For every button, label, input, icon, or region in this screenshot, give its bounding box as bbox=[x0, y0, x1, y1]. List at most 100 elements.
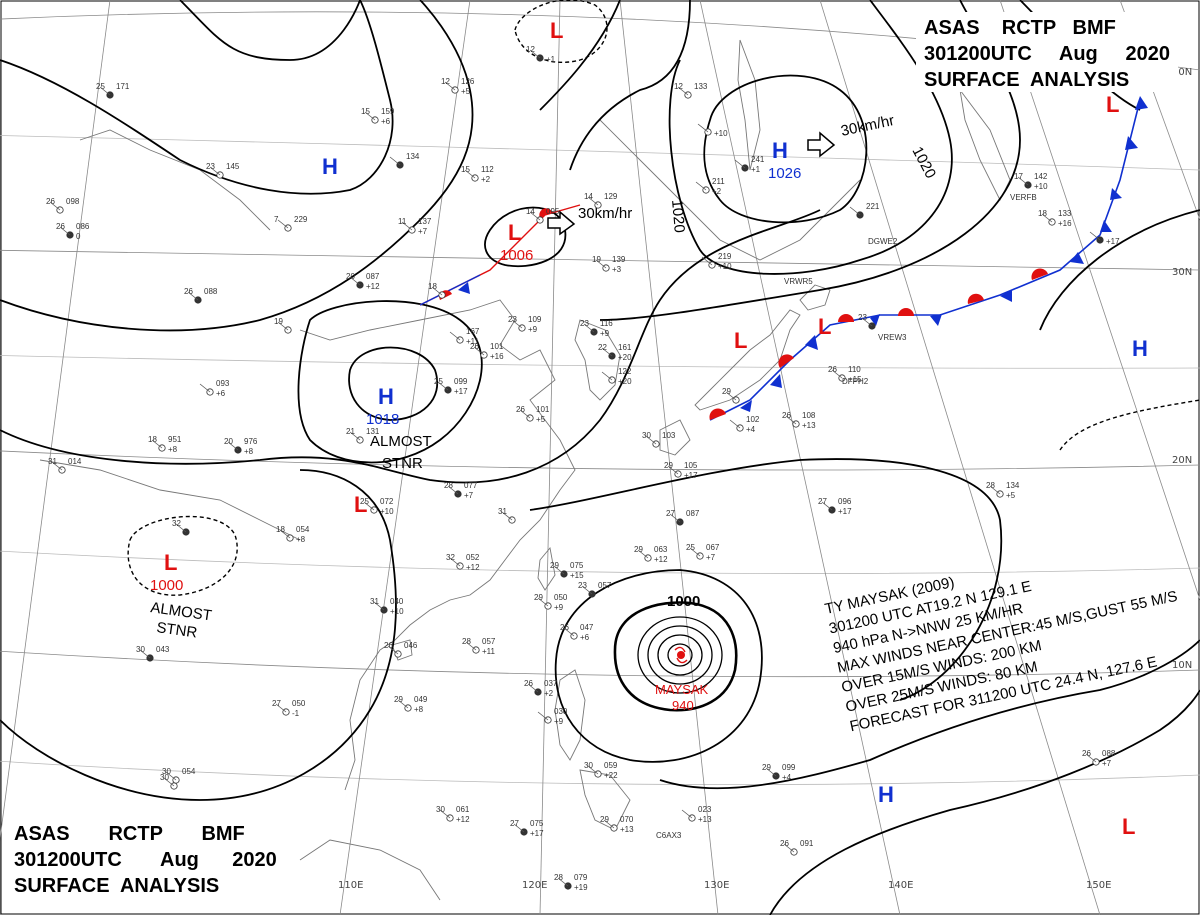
station-pressure: 061 bbox=[456, 805, 470, 814]
station-plot: 27 087 bbox=[666, 509, 700, 526]
lat-label-40n: 40N bbox=[1172, 67, 1192, 78]
station-temp: 29 bbox=[550, 561, 559, 570]
station-temp: 29 bbox=[722, 387, 731, 396]
station-pressure: 088 bbox=[1102, 749, 1116, 758]
station-temp: 29 bbox=[762, 763, 771, 772]
station-tendency: +17 bbox=[454, 387, 468, 396]
station-plot: 134 bbox=[389, 152, 420, 169]
station-plot: 23 116+9 bbox=[580, 319, 613, 338]
coast-hokkaido bbox=[799, 284, 831, 311]
station-temp: 27 bbox=[818, 497, 827, 506]
station-pressure: 951 bbox=[168, 435, 182, 444]
station-temp: 23 bbox=[580, 319, 589, 328]
ship-id: DGWE2 bbox=[868, 237, 898, 246]
latitude-line-5n bbox=[0, 760, 1200, 786]
station-temp: 30 bbox=[136, 645, 145, 654]
lon-label-140e: 140E bbox=[888, 880, 913, 891]
station-plot: 18 951+8 bbox=[148, 435, 182, 454]
station-tendency: +7 bbox=[1102, 759, 1112, 768]
station-tendency: +1 bbox=[546, 55, 556, 64]
wind-barb bbox=[563, 627, 575, 637]
station-plot: 31 bbox=[498, 507, 516, 524]
station-plot: 14 095 bbox=[526, 207, 560, 224]
header-line: ASAS RCTP BMF bbox=[14, 823, 245, 845]
wind-barb bbox=[449, 331, 461, 341]
ship-id: VREW3 bbox=[878, 333, 907, 342]
station-tendency: +10 bbox=[390, 607, 404, 616]
station-pressure: 167 bbox=[466, 327, 480, 336]
station-temp: 26 bbox=[56, 222, 65, 231]
station-pressure: 129 bbox=[604, 192, 618, 201]
station-plot: 26 046 bbox=[384, 641, 418, 658]
station-temp: 25 bbox=[686, 543, 695, 552]
station-tendency: +20 bbox=[618, 353, 632, 362]
wind-barb bbox=[529, 211, 541, 221]
isobar-east-3 bbox=[769, 689, 1200, 915]
high-center-label: H bbox=[378, 384, 394, 409]
station-pressure: 105 bbox=[684, 461, 698, 470]
station-tendency: +9 bbox=[554, 717, 564, 726]
station-plot: 26 110+15 bbox=[828, 365, 862, 384]
station-plot: 26 047+6 bbox=[560, 623, 594, 642]
station-temp: 26 bbox=[46, 197, 55, 206]
station-pressure: 103 bbox=[662, 431, 676, 440]
low-center-label: L bbox=[734, 328, 747, 353]
isobar-low-1006 bbox=[484, 206, 567, 268]
lon-labels: 110E 120E 130E 140E 150E bbox=[338, 880, 1111, 891]
station-temp: 14 bbox=[584, 192, 593, 201]
isobar-label-1000: 1000 bbox=[667, 593, 700, 610]
station-temp: 26 bbox=[524, 679, 533, 688]
coast-japan bbox=[694, 309, 801, 411]
wind-barb bbox=[139, 649, 151, 659]
station-tendency: +11 bbox=[482, 647, 496, 656]
station-plot: 29 105+17 bbox=[664, 461, 698, 480]
lon-label-110e: 110E bbox=[338, 880, 363, 891]
station-temp: 11 bbox=[398, 217, 407, 226]
station-pressure: 077 bbox=[464, 481, 478, 490]
wind-barb bbox=[601, 371, 613, 381]
station-pressure: 102 bbox=[746, 415, 760, 424]
wind-barb bbox=[1089, 231, 1101, 241]
station-pressure: 095 bbox=[546, 207, 560, 216]
wind-barb bbox=[785, 415, 797, 425]
station-pressure: 145 bbox=[226, 162, 240, 171]
station-tendency: +7 bbox=[706, 553, 716, 562]
station-tendency: +9 bbox=[554, 603, 564, 612]
station-temp: 21 bbox=[346, 427, 355, 436]
station-temp: 26 bbox=[560, 623, 569, 632]
station-pressure: 087 bbox=[366, 272, 380, 281]
low-center-label: L bbox=[818, 314, 831, 339]
station-pressure: 099 bbox=[782, 763, 796, 772]
isobar-typhoon-ring-2 bbox=[647, 625, 713, 685]
station-temp: 26 bbox=[470, 342, 479, 351]
station-temp: 28 bbox=[554, 873, 563, 882]
ship-id: VRWR5 bbox=[784, 277, 813, 286]
station-pressure: 110 bbox=[848, 365, 861, 374]
isobar-east-dashed bbox=[1059, 399, 1200, 451]
station-temp: 26 bbox=[384, 641, 393, 650]
high-center-value: 1018 bbox=[366, 411, 399, 428]
front-north-blue bbox=[419, 274, 481, 306]
meridian-100e bbox=[0, 0, 111, 842]
wind-barb bbox=[989, 485, 1001, 495]
station-temp: 26 bbox=[184, 287, 193, 296]
wind-barb bbox=[473, 346, 485, 356]
station-temp: 17 bbox=[1014, 172, 1023, 181]
latitude-line-15n bbox=[0, 550, 1200, 574]
station-plot: 7 229 bbox=[274, 215, 308, 232]
coast-kamchatka bbox=[959, 89, 1011, 202]
station-temp: 27 bbox=[666, 509, 675, 518]
high-center-value: 1026 bbox=[768, 165, 801, 182]
wind-barb bbox=[401, 221, 413, 231]
station-temp: 29 bbox=[634, 545, 643, 554]
station-pressure: 116 bbox=[600, 319, 613, 328]
station-temp: 22 bbox=[598, 343, 607, 352]
station-tendency: +11 bbox=[466, 337, 480, 346]
coast-west-inland bbox=[79, 129, 271, 231]
isobar-north-mid bbox=[539, 0, 621, 111]
station-plot: 29 049+8 bbox=[394, 695, 428, 714]
station-plot: 31 014 bbox=[48, 457, 82, 474]
latitude-line-35n bbox=[0, 135, 1200, 171]
